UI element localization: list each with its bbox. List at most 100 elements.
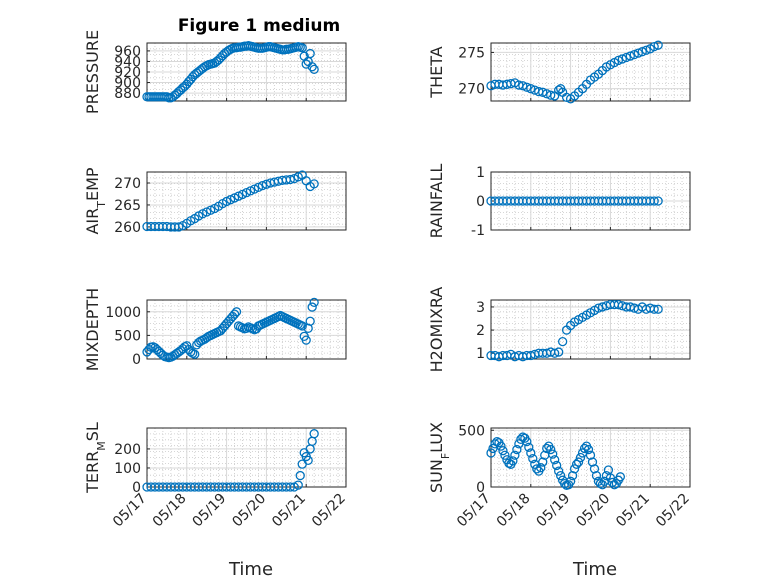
panel-sun-flux-data-point xyxy=(522,436,532,447)
panel-rainfall-data-point xyxy=(653,196,663,206)
panel-h2omixra-series xyxy=(486,299,663,362)
panel-air-temp-data-point xyxy=(257,180,268,191)
panel-h2omixra-data-point xyxy=(554,347,564,357)
panel-mixdepth-data-point xyxy=(190,349,200,359)
panel-air-temp-axes-box xyxy=(146,171,347,231)
panel-pressure-data-point xyxy=(309,64,319,75)
panel-air-temp-data-point xyxy=(174,222,184,232)
panel-terr-msl-data-point xyxy=(295,470,305,481)
panel-theta-y-tick-label: 270 xyxy=(458,82,485,98)
panel-rainfall-y-tick-label: 1 xyxy=(476,165,485,181)
panel-mixdepth-y-tick-label: 0 xyxy=(132,352,141,368)
panel-sun-flux-data-point xyxy=(585,450,596,460)
panel-terr-msl-data-point xyxy=(309,429,319,439)
panel-sun-flux-data-point xyxy=(615,472,625,482)
panel-mixdepth-series xyxy=(142,297,319,363)
panel-sun-flux-data-point xyxy=(516,434,526,444)
panel-theta-data-point xyxy=(617,54,627,64)
panel-pressure-y-tick-label: 880 xyxy=(114,86,141,102)
panel-theta-y-axis-label: THETA xyxy=(427,46,446,98)
x-axis-label-right: Time xyxy=(572,559,617,580)
panel-theta-data-point xyxy=(621,52,631,63)
panel-h2omixra-y-tick-label: 1 xyxy=(476,346,485,362)
panel-h2omixra-data-point xyxy=(653,304,663,314)
panel-sun-flux-data-point xyxy=(526,448,536,458)
panel-theta-data-point xyxy=(633,48,643,58)
panel-sun-flux-data-point xyxy=(565,476,576,486)
panel-sun-flux-data-point xyxy=(512,444,522,455)
panel-air-temp-y-tick-label: 270 xyxy=(114,176,141,192)
panel-theta-data-point xyxy=(641,45,651,55)
panel-theta-axes-box xyxy=(490,42,691,102)
panel-h2omixra-data-point xyxy=(550,348,560,358)
panel-sun-flux-y-tick-label: 0 xyxy=(476,480,485,496)
panel-air-temp-data-point xyxy=(285,174,295,185)
panel-theta-data-point xyxy=(653,40,663,50)
panel-h2omixra-axes-box xyxy=(490,299,691,360)
panel-theta-data-point xyxy=(649,41,659,52)
panel-terr-msl-minor-grid xyxy=(147,428,346,487)
panel-theta-y-tick-label: 275 xyxy=(458,45,485,61)
panel-sun-flux-data-point xyxy=(559,478,570,489)
panel-theta-data-point xyxy=(625,51,635,61)
panel-sun-flux-data-point xyxy=(508,456,518,466)
panel-air-temp-data-point xyxy=(309,179,319,189)
panel-theta-series xyxy=(486,40,663,104)
panel-pressure-y-tick-label: 900 xyxy=(114,76,141,92)
panel-sun-flux-data-point xyxy=(556,471,566,481)
panel-terr-msl-series xyxy=(142,429,319,492)
panel-pressure-y-tick-label: 920 xyxy=(114,65,141,81)
panel-h2omixra-data-point xyxy=(649,304,659,314)
panel-sun-flux-data-point xyxy=(490,439,500,449)
panel-theta-data-point xyxy=(526,84,536,94)
panel-rainfall: -1 0 1 RAINFALL xyxy=(427,164,691,239)
panel-pressure-data-point xyxy=(301,59,311,69)
panel-air-temp-y-axis-label: AIRTEMP xyxy=(83,167,108,234)
panel-sun-flux-data-point xyxy=(542,443,552,454)
panel-pressure-series xyxy=(142,40,319,103)
panel-terr-msl-data-point xyxy=(293,480,303,490)
panel-pressure-data-point xyxy=(297,43,307,53)
panel-sun-flux-data-point xyxy=(573,457,584,467)
panel-sun-flux-data-point xyxy=(528,453,538,464)
panel-sun-flux-data-point xyxy=(500,450,510,460)
panel-terr-msl-y-tick-label: 200 xyxy=(114,442,141,458)
panel-pressure-y-tick-label: 960 xyxy=(114,44,141,60)
panel-mixdepth-data-point xyxy=(301,335,311,345)
panel-sun-flux-data-point xyxy=(587,457,598,467)
panel-sun-flux-data-point xyxy=(591,471,602,481)
panel-theta: 270 275 THETA xyxy=(427,40,691,104)
panel-sun-flux-data-point xyxy=(524,442,534,452)
panel-air-temp-y-tick-label: 260 xyxy=(114,220,141,236)
panel-sun-flux-data-point xyxy=(510,450,520,460)
panel-sun-flux-series xyxy=(486,432,625,490)
panel-sun-flux-data-point xyxy=(532,464,542,474)
panel-mixdepth-data-point xyxy=(305,316,315,326)
panel-theta-data-point xyxy=(522,82,532,92)
panel-sun-flux-data-point xyxy=(538,457,548,467)
panel-mixdepth-data-point xyxy=(309,297,319,308)
panel-theta-data-point xyxy=(538,87,548,97)
panel-rainfall-y-tick-label: 0 xyxy=(476,194,485,210)
panel-sun-flux-y-axis-label: SUNFLUX xyxy=(427,422,452,493)
panel-h2omixra-data-point xyxy=(557,336,568,347)
panel-sun-flux-data-point xyxy=(536,463,546,473)
panel-sun-flux-data-point xyxy=(567,471,578,481)
panel-sun-flux-data-point xyxy=(589,464,600,474)
panel-sun-flux-data-point xyxy=(607,477,618,488)
panel-theta-data-point xyxy=(518,81,528,91)
panel-sun-flux-data-point xyxy=(575,452,586,463)
x-axis-label-left: Time xyxy=(228,559,273,580)
panel-sun-flux-data-point xyxy=(546,444,556,455)
figure-title: Figure 1 medium xyxy=(178,16,340,36)
panel-pressure-y-tick-label: 940 xyxy=(114,54,141,70)
panel-rainfall-y-axis-label: RAINFALL xyxy=(427,164,446,239)
panel-rainfall-y-tick-label: -1 xyxy=(471,223,485,239)
panel-h2omixra-y-axis-label: H2OMIXRA xyxy=(427,287,446,373)
panel-sun-flux-data-point xyxy=(496,441,506,451)
panel-mixdepth-y-tick-label: 1000 xyxy=(105,305,141,321)
panel-mixdepth-data-point xyxy=(307,302,317,312)
panel-sun-flux-data-point xyxy=(548,449,558,459)
